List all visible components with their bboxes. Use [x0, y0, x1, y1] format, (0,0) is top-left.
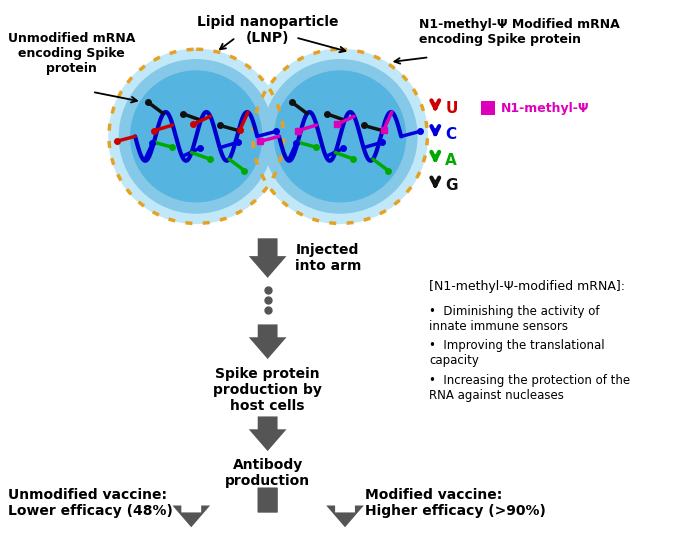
Text: Modified vaccine:
Higher efficacy (>90%): Modified vaccine: Higher efficacy (>90%)	[365, 488, 546, 518]
Circle shape	[109, 49, 284, 224]
Text: G: G	[445, 178, 457, 193]
Text: Injected
into arm: Injected into arm	[295, 243, 362, 273]
Text: U: U	[445, 101, 457, 116]
Text: Lipid nanoparticle
(LNP): Lipid nanoparticle (LNP)	[197, 14, 338, 45]
Polygon shape	[249, 416, 286, 451]
Text: •  Diminishing the activity of
innate immune sensors: • Diminishing the activity of innate imm…	[429, 304, 600, 333]
Text: C: C	[445, 127, 456, 142]
Circle shape	[263, 60, 417, 213]
Polygon shape	[257, 488, 364, 528]
Circle shape	[275, 71, 406, 202]
Polygon shape	[172, 488, 277, 528]
Text: Unmodified vaccine:
Lower efficacy (48%): Unmodified vaccine: Lower efficacy (48%)	[8, 488, 172, 518]
Circle shape	[131, 71, 262, 202]
Text: N1-methyl-Ψ: N1-methyl-Ψ	[501, 102, 590, 115]
Text: A: A	[445, 152, 457, 167]
Text: N1-methyl-Ψ Modified mRNA
encoding Spike protein: N1-methyl-Ψ Modified mRNA encoding Spike…	[419, 18, 620, 45]
Text: •  Improving the translational
capacity: • Improving the translational capacity	[429, 339, 605, 367]
Text: [N1-methyl-Ψ-modified mRNA]:: [N1-methyl-Ψ-modified mRNA]:	[429, 280, 626, 293]
Polygon shape	[249, 238, 286, 278]
FancyBboxPatch shape	[481, 101, 495, 114]
Text: Spike protein
production by
host cells: Spike protein production by host cells	[213, 367, 322, 414]
Circle shape	[120, 60, 273, 213]
Polygon shape	[249, 324, 286, 359]
Text: Unmodified mRNA
encoding Spike
protein: Unmodified mRNA encoding Spike protein	[8, 33, 135, 75]
Circle shape	[253, 49, 428, 224]
Text: Antibody
production: Antibody production	[225, 458, 310, 488]
Text: •  Increasing the protection of the
RNA against nucleases: • Increasing the protection of the RNA a…	[429, 374, 630, 402]
